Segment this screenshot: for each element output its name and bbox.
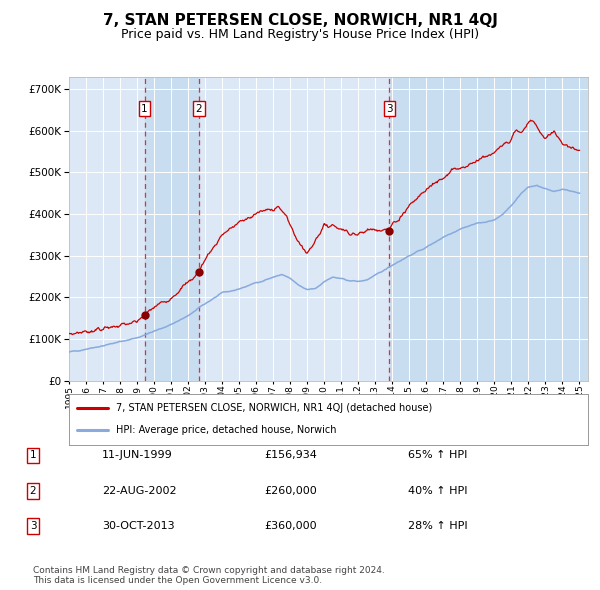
Text: £360,000: £360,000	[264, 522, 317, 531]
Text: 7, STAN PETERSEN CLOSE, NORWICH, NR1 4QJ: 7, STAN PETERSEN CLOSE, NORWICH, NR1 4QJ	[103, 13, 497, 28]
Text: HPI: Average price, detached house, Norwich: HPI: Average price, detached house, Norw…	[116, 425, 336, 435]
Text: 1: 1	[141, 104, 148, 114]
Text: Contains HM Land Registry data © Crown copyright and database right 2024.
This d: Contains HM Land Registry data © Crown c…	[33, 566, 385, 585]
Text: 28% ↑ HPI: 28% ↑ HPI	[408, 522, 467, 531]
Text: 3: 3	[29, 522, 37, 531]
Text: 65% ↑ HPI: 65% ↑ HPI	[408, 451, 467, 460]
Text: 2: 2	[196, 104, 202, 114]
Text: 30-OCT-2013: 30-OCT-2013	[102, 522, 175, 531]
Text: 7, STAN PETERSEN CLOSE, NORWICH, NR1 4QJ (detached house): 7, STAN PETERSEN CLOSE, NORWICH, NR1 4QJ…	[116, 402, 432, 412]
Bar	[389, 77, 588, 381]
Text: Price paid vs. HM Land Registry's House Price Index (HPI): Price paid vs. HM Land Registry's House …	[121, 28, 479, 41]
Text: 2: 2	[29, 486, 37, 496]
Text: 3: 3	[386, 104, 393, 114]
Text: £260,000: £260,000	[264, 486, 317, 496]
Text: 22-AUG-2002: 22-AUG-2002	[102, 486, 176, 496]
Text: 11-JUN-1999: 11-JUN-1999	[102, 451, 173, 460]
Text: £156,934: £156,934	[264, 451, 317, 460]
Text: 40% ↑ HPI: 40% ↑ HPI	[408, 486, 467, 496]
Bar	[145, 77, 199, 381]
Text: 1: 1	[29, 451, 37, 460]
